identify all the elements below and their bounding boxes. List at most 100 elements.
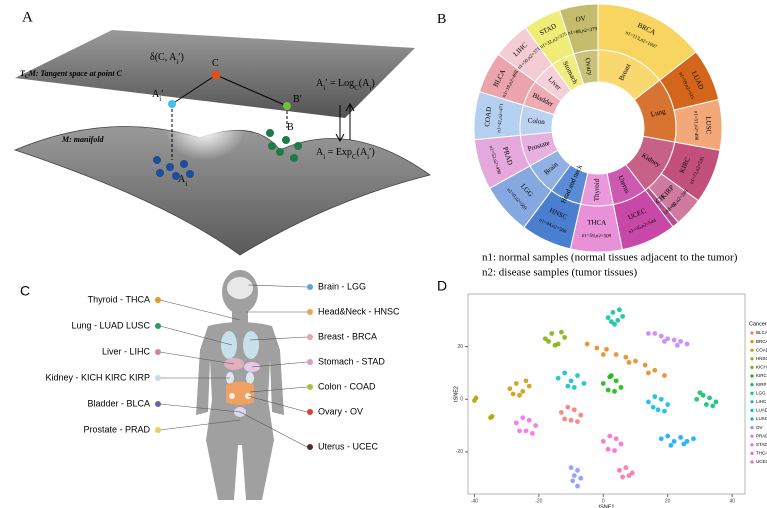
point (571, 407, 577, 413)
panel-c: C Thyroid - THCA Lung - LUAD LUSC Liver - L… (20, 281, 400, 451)
point (507, 386, 513, 392)
text-part: B (287, 122, 294, 133)
legend-marker (750, 400, 754, 404)
point (559, 410, 564, 415)
point (697, 390, 703, 396)
point (211, 70, 221, 80)
diagram-label: C (212, 58, 219, 69)
point (575, 419, 580, 425)
point (523, 428, 529, 434)
leader-line (251, 361, 308, 368)
tissue-label: Ovary (583, 57, 594, 76)
legend-label: LGG (756, 390, 766, 395)
legend-label: LUSC (756, 416, 767, 421)
text-part: ) (371, 78, 374, 89)
point (665, 402, 671, 407)
diagram-label: Ai′ (152, 89, 163, 102)
tissue-label: Thyroid (593, 178, 601, 201)
point (604, 346, 609, 352)
point (642, 362, 648, 368)
point (610, 310, 616, 315)
point (658, 333, 664, 339)
diagram-label: B (287, 122, 294, 133)
text-part: A (316, 78, 324, 89)
legend-dot (307, 409, 313, 415)
legend-label: OV (756, 425, 763, 430)
value-label: n1=41,n2=471 (497, 103, 505, 133)
point (575, 467, 580, 473)
text-part: ′) (369, 147, 375, 158)
text-part: A (316, 147, 324, 158)
note: n2: disease samples (tumor tissues) (482, 267, 638, 279)
point (571, 385, 577, 390)
geodesic-line (171, 74, 217, 105)
y-tick-label: 0 (460, 397, 463, 403)
point (605, 446, 611, 452)
legend-marker (750, 340, 754, 344)
point (570, 478, 576, 484)
point (655, 407, 661, 413)
x-tick-label: 40 (729, 498, 735, 504)
point (283, 102, 291, 110)
point (612, 388, 617, 394)
value-label: n1=59,n2=509 (582, 234, 612, 239)
diagram-label: Ai (178, 174, 187, 187)
subscript: i (367, 153, 369, 161)
text-part: A (178, 174, 186, 185)
legend-marker (750, 348, 754, 352)
point (678, 338, 683, 344)
leader-line (159, 299, 241, 321)
point (626, 360, 632, 365)
subscript: i (323, 84, 325, 92)
text-part: T (20, 69, 26, 78)
diagram-label: Ai = ExpC(Ai′) (316, 147, 375, 160)
leader-line (249, 336, 308, 341)
legend-marker (750, 417, 754, 421)
geodesic-line (215, 74, 288, 107)
organ-label: Lung - LUAD LUSC (71, 320, 150, 330)
legend-label: LUAD (756, 408, 767, 413)
tissue-segment (573, 49, 599, 85)
tissue-label: Colon (527, 116, 545, 126)
value-label: n1=51,n2=498 (692, 111, 698, 141)
point (562, 370, 568, 376)
tissue-label: Lung (650, 107, 667, 118)
subscript: C (354, 84, 359, 92)
point (662, 338, 667, 344)
point (600, 352, 606, 357)
x-axis-label: tSNE1 (599, 504, 615, 508)
point (608, 373, 614, 378)
point (600, 438, 606, 444)
legend-dot (307, 444, 313, 450)
segment-label: LUSC (704, 116, 712, 134)
subscript: C (25, 74, 29, 80)
organ-label: Brain - LGG (318, 281, 366, 291)
point (616, 467, 622, 473)
x-tick-label: 0 (602, 498, 605, 504)
text-part: = Exp (325, 147, 352, 158)
point (584, 341, 590, 347)
y-axis-label: tSNE2 (453, 386, 459, 402)
point (581, 381, 587, 386)
point (517, 428, 522, 434)
legend-marker (750, 434, 754, 438)
legend-label: BRCA (756, 339, 767, 344)
point (608, 319, 614, 325)
point (678, 435, 683, 440)
subscript: C (352, 153, 357, 161)
legend-dot (155, 297, 161, 303)
organ-label: Breast - BRCA (318, 331, 377, 341)
leader-line (249, 386, 308, 393)
panel-label: B (437, 12, 446, 27)
panel-label: C (20, 283, 30, 299)
point (615, 317, 621, 323)
point (668, 442, 674, 448)
text-part: C (212, 58, 219, 69)
organ-label: Bladder - BLCA (87, 398, 150, 408)
x-tick-label: -20 (535, 498, 542, 504)
legend-marker (750, 331, 754, 335)
point (652, 394, 658, 400)
point (513, 420, 519, 426)
point (613, 378, 619, 384)
organ-label: Uterus - UCEC (318, 441, 379, 451)
